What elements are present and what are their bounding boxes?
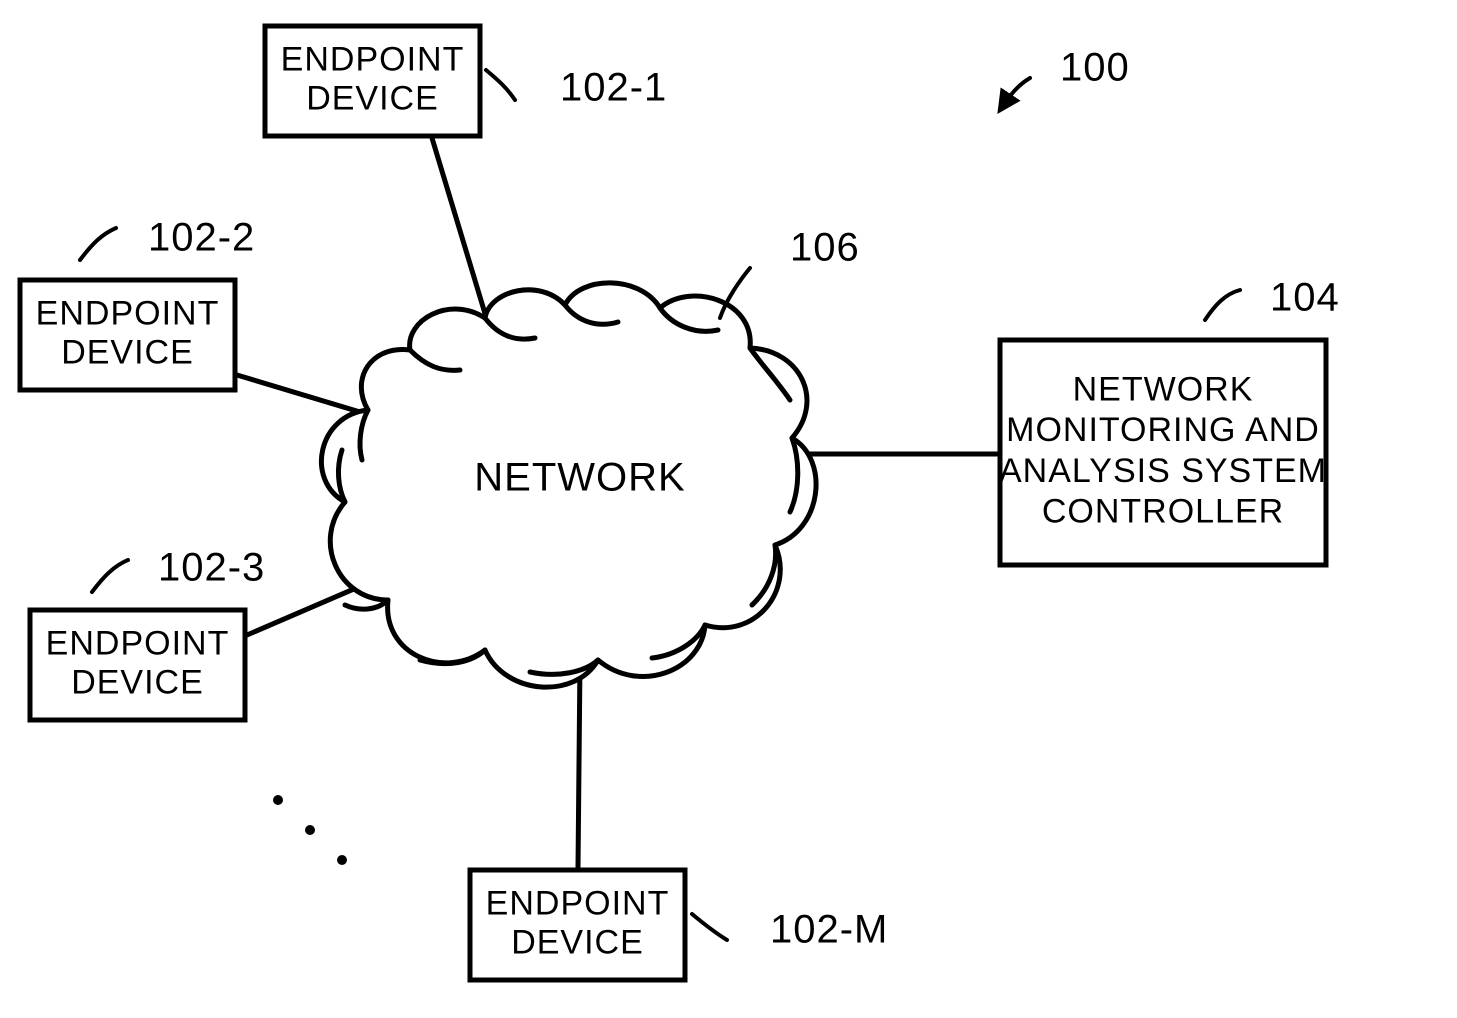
ref-leader: [486, 70, 515, 100]
endpoint-text: DEVICE: [511, 924, 644, 962]
endpoint-text: ENDPOINT: [486, 884, 670, 922]
ref-leader: [1205, 290, 1240, 320]
ref-label: 102-1: [560, 66, 667, 110]
endpoint-text: DEVICE: [306, 80, 439, 118]
ellipsis-dot: [337, 855, 347, 865]
ref-label-104: 104: [1270, 276, 1340, 320]
endpoint-text: ENDPOINT: [46, 624, 230, 662]
ref-label: 102-M: [770, 908, 888, 952]
ellipsis-dot: [305, 825, 315, 835]
figure-number: 100: [1060, 46, 1130, 90]
ref-leader: [80, 228, 116, 260]
cloud-label: NETWORK: [474, 456, 685, 500]
ref-label: 102-2: [148, 216, 255, 260]
endpoint-text: ENDPOINT: [36, 294, 220, 332]
ellipsis-dot: [273, 795, 283, 805]
ref-label-106: 106: [790, 226, 860, 270]
ref-leader: [692, 914, 727, 940]
controller-text: NETWORK: [1073, 370, 1254, 408]
endpoint-text: DEVICE: [61, 334, 194, 372]
endpoint-text: ENDPOINT: [281, 40, 465, 78]
controller-text: MONITORING AND: [1006, 411, 1320, 449]
controller-text: CONTROLLER: [1042, 493, 1284, 531]
link-line: [578, 660, 580, 868]
controller-text: ANALYSIS SYSTEM: [999, 452, 1327, 490]
ref-leader: [92, 560, 128, 592]
endpoint-text: DEVICE: [71, 664, 204, 702]
ref-label: 102-3: [158, 546, 265, 590]
figure-arrow: [1000, 78, 1030, 110]
